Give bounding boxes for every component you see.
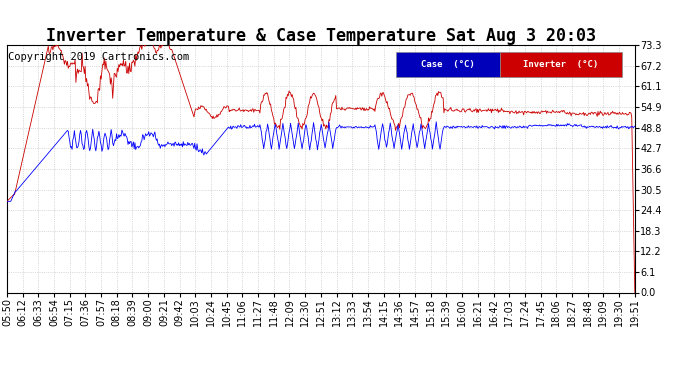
Bar — [396, 53, 500, 77]
Text: Copyright 2019 Cartronics.com: Copyright 2019 Cartronics.com — [8, 53, 190, 62]
Text: Inverter  (°C): Inverter (°C) — [524, 60, 599, 69]
Title: Inverter Temperature & Case Temperature Sat Aug 3 20:03: Inverter Temperature & Case Temperature … — [46, 27, 596, 45]
Bar — [500, 53, 622, 77]
Text: Case  (°C): Case (°C) — [421, 60, 475, 69]
